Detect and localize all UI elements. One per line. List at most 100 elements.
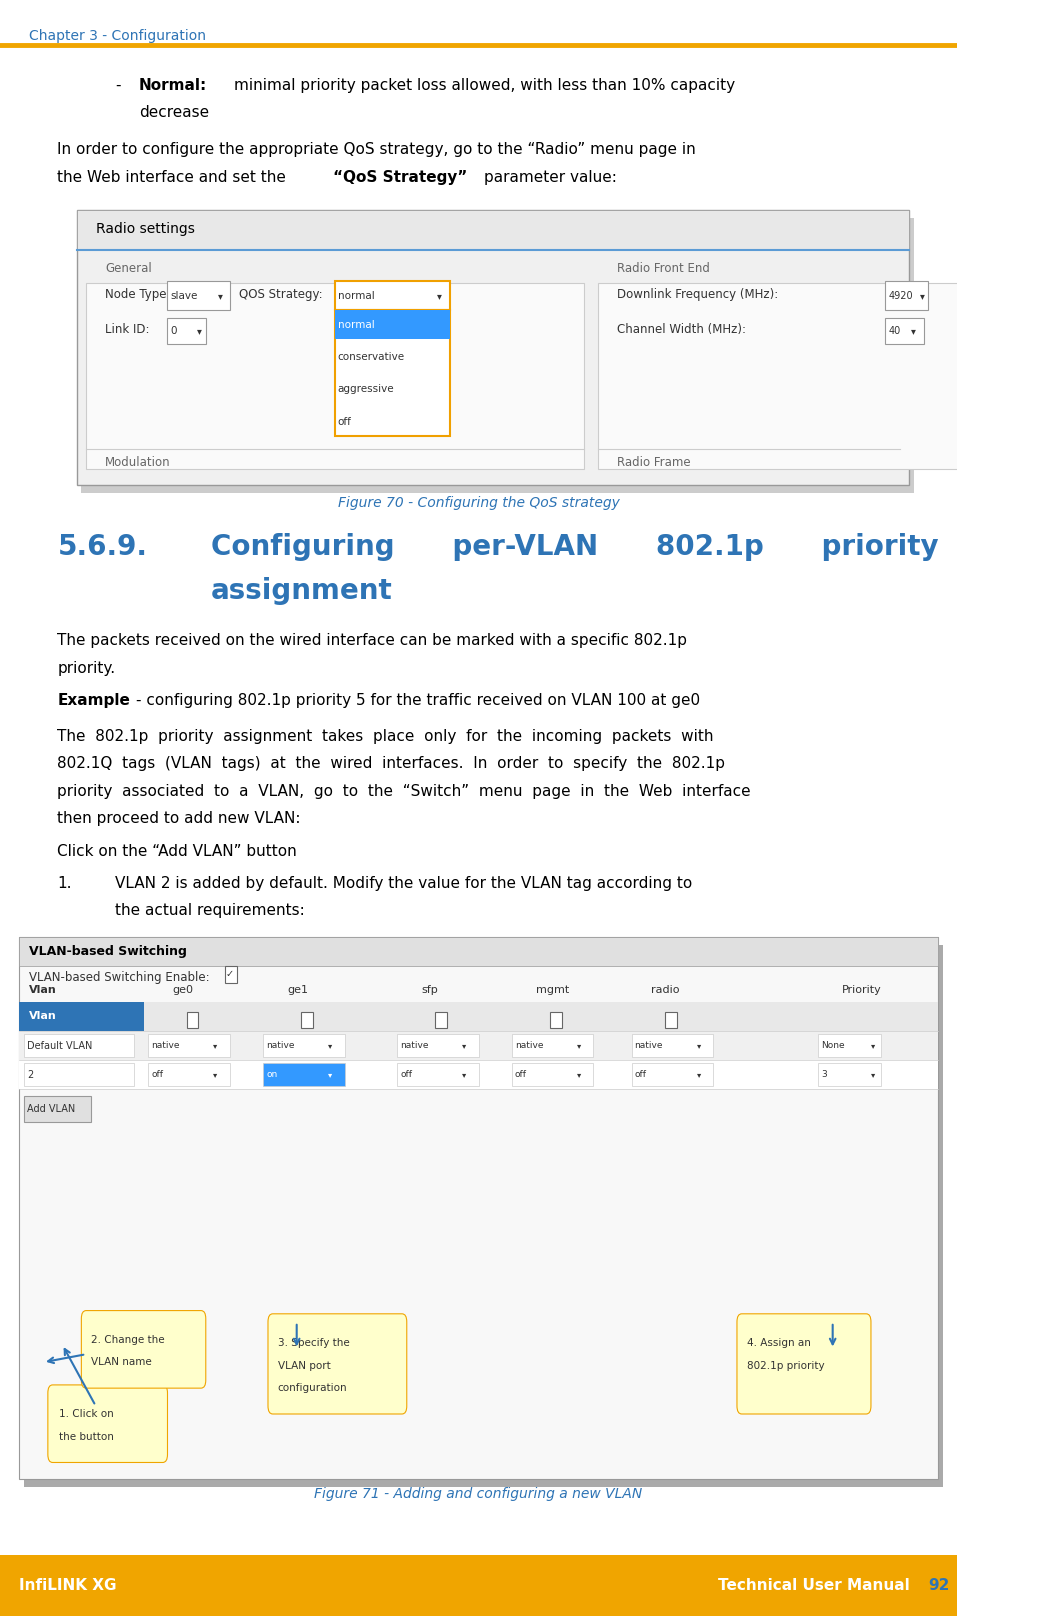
Text: priority.: priority. [58,661,116,675]
FancyBboxPatch shape [19,1002,144,1031]
Text: ▾: ▾ [213,1070,217,1079]
FancyBboxPatch shape [301,1012,313,1028]
Text: the Web interface and set the: the Web interface and set the [58,170,291,184]
Text: Vlan: Vlan [28,986,57,995]
Text: ▾: ▾ [920,291,925,301]
FancyBboxPatch shape [335,310,449,436]
FancyBboxPatch shape [512,1063,593,1086]
Text: Vlan: Vlan [28,1012,57,1021]
Text: Click on the “Add VLAN” button: Click on the “Add VLAN” button [58,844,297,858]
Text: Radio settings: Radio settings [96,223,194,236]
Text: Configuring      per-VLAN      802.1p      priority: Configuring per-VLAN 802.1p priority [211,533,939,561]
Text: VLAN-based Switching Enable:: VLAN-based Switching Enable: [28,971,209,984]
Text: configuration: configuration [277,1383,348,1393]
Text: decrease: decrease [139,105,209,120]
FancyBboxPatch shape [24,1096,91,1122]
Text: ge1: ge1 [287,986,308,995]
Text: “QoS Strategy”: “QoS Strategy” [333,170,467,184]
Text: parameter value:: parameter value: [484,170,617,184]
FancyBboxPatch shape [168,281,230,310]
Text: Priority: Priority [842,986,882,995]
FancyBboxPatch shape [264,1063,344,1086]
Text: normal: normal [338,320,375,330]
Text: 40: 40 [888,326,901,336]
Text: ge0: ge0 [172,986,193,995]
Text: on: on [266,1070,277,1079]
FancyBboxPatch shape [24,1063,134,1086]
Text: off: off [514,1070,527,1079]
FancyBboxPatch shape [632,1034,713,1057]
Text: In order to configure the appropriate QoS strategy, go to the “Radio” menu page : In order to configure the appropriate Qo… [58,142,696,157]
Text: VLAN port: VLAN port [277,1361,331,1370]
FancyBboxPatch shape [19,1060,938,1089]
Text: native: native [266,1041,295,1050]
Text: native: native [151,1041,180,1050]
Text: slave: slave [170,291,197,301]
Text: Default VLAN: Default VLAN [27,1041,92,1050]
Text: Figure 70 - Configuring the QoS strategy: Figure 70 - Configuring the QoS strategy [338,496,620,511]
Text: ▾: ▾ [578,1041,582,1050]
Text: Modulation: Modulation [105,456,171,469]
FancyBboxPatch shape [436,1012,447,1028]
Text: 3: 3 [821,1070,827,1079]
Text: ▾: ▾ [218,291,223,301]
Text: ▾: ▾ [438,291,442,301]
FancyBboxPatch shape [737,1314,870,1414]
Text: The  802.1p  priority  assignment  takes  place  only  for  the  incoming  packe: The 802.1p priority assignment takes pla… [58,729,714,743]
Text: normal: normal [338,291,375,301]
Text: VLAN-based Switching: VLAN-based Switching [28,945,187,958]
FancyBboxPatch shape [19,1031,938,1060]
Text: conservative: conservative [338,352,405,362]
Text: ✓: ✓ [226,970,234,979]
Text: off: off [338,417,352,427]
FancyBboxPatch shape [19,937,938,1479]
Text: the actual requirements:: the actual requirements: [114,903,304,918]
Text: ▾: ▾ [870,1041,876,1050]
Text: ▾: ▾ [697,1070,701,1079]
FancyBboxPatch shape [397,1034,479,1057]
Text: VLAN name: VLAN name [91,1357,151,1367]
Text: assignment: assignment [211,577,393,604]
FancyBboxPatch shape [264,1034,344,1057]
FancyBboxPatch shape [81,218,915,493]
FancyBboxPatch shape [397,1063,479,1086]
Text: ▾: ▾ [697,1041,701,1050]
Text: 2: 2 [27,1070,33,1079]
FancyBboxPatch shape [818,1034,881,1057]
FancyBboxPatch shape [225,966,237,983]
Text: Add VLAN: Add VLAN [27,1104,75,1113]
Text: aggressive: aggressive [338,385,395,394]
Text: 2. Change the: 2. Change the [91,1335,165,1345]
Text: ▾: ▾ [197,326,202,336]
FancyBboxPatch shape [666,1012,676,1028]
Text: Channel Width (MHz):: Channel Width (MHz): [617,323,747,336]
FancyBboxPatch shape [86,283,584,469]
FancyBboxPatch shape [168,318,206,344]
Text: The packets received on the wired interface can be marked with a specific 802.1p: The packets received on the wired interf… [58,633,688,648]
Text: off: off [400,1070,412,1079]
Text: - configuring 802.1p priority 5 for the traffic received on VLAN 100 at ge0: - configuring 802.1p priority 5 for the … [135,693,700,708]
Text: radio: radio [651,986,679,995]
Text: ▾: ▾ [911,326,916,336]
Text: 802.1Q  tags  (VLAN  tags)  at  the  wired  interfaces.  In  order  to  specify : 802.1Q tags (VLAN tags) at the wired int… [58,756,726,771]
Text: ▾: ▾ [329,1041,333,1050]
Text: off: off [634,1070,647,1079]
Text: Chapter 3 - Configuration: Chapter 3 - Configuration [28,29,206,44]
FancyBboxPatch shape [335,310,449,339]
Text: Example: Example [58,693,130,708]
FancyBboxPatch shape [512,1034,593,1057]
Text: General: General [105,262,152,275]
FancyBboxPatch shape [148,1034,230,1057]
Text: Link ID:: Link ID: [105,323,150,336]
Text: 1. Click on: 1. Click on [60,1409,114,1419]
Text: 4. Assign an: 4. Assign an [747,1338,811,1348]
FancyBboxPatch shape [81,1311,206,1388]
FancyBboxPatch shape [19,1002,938,1031]
Text: 0: 0 [170,326,176,336]
FancyBboxPatch shape [24,1034,134,1057]
Text: ▾: ▾ [462,1070,466,1079]
Text: sfp: sfp [421,986,438,995]
FancyBboxPatch shape [632,1063,713,1086]
Text: ▾: ▾ [329,1070,333,1079]
FancyBboxPatch shape [885,318,924,344]
